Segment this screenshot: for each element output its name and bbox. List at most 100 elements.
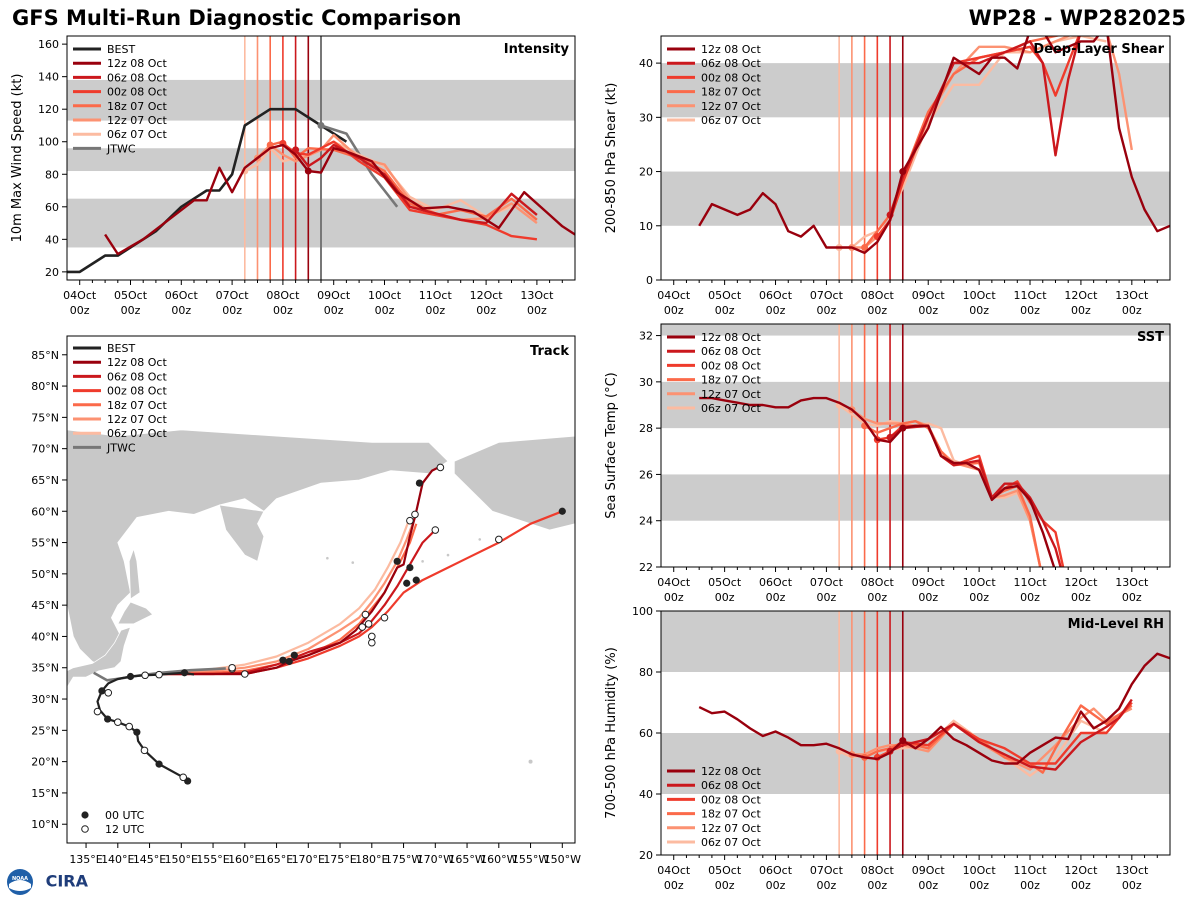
x-tick-label: 04Oct: [63, 289, 97, 302]
y-axis-label: 10m Max Wind Speed (kt): [10, 74, 25, 243]
legend-label: 12z 08 Oct: [107, 356, 167, 369]
x-tick-label: 00z: [766, 304, 786, 317]
legend-label: 06z 08 Oct: [701, 779, 761, 792]
series-line-1: [699, 396, 1056, 567]
series-line-3: [282, 140, 538, 241]
x-tick-label: 08Oct: [861, 864, 895, 877]
x-tick-label: 155°E: [196, 853, 229, 866]
x-tick-label: 09Oct: [317, 289, 351, 302]
y-tick-label: 40°N: [31, 630, 59, 643]
marker-00utc: [412, 576, 420, 584]
legend-label: 12z 08 Oct: [107, 57, 167, 70]
marker-12utc: [495, 535, 503, 544]
marker-12utc: [241, 670, 249, 678]
legend-label: BEST: [107, 342, 135, 355]
threshold-band: [661, 63, 1170, 118]
y-tick-label: 80: [45, 168, 59, 181]
y-tick-label: 85°N: [31, 349, 59, 362]
y-tick-label: 20: [639, 849, 653, 862]
marker-00utc: [133, 728, 141, 736]
legend-label: 12z 07 Oct: [107, 413, 167, 426]
x-tick-label: 00z: [969, 591, 989, 604]
kamchatka-landmass: [218, 504, 265, 562]
marker-legend-label: 00 UTC: [105, 809, 145, 822]
x-tick-label: 180°E: [355, 853, 388, 866]
marker-12utc: [140, 746, 149, 755]
x-tick-label: 00z: [70, 304, 90, 317]
marker-12utc: [431, 526, 440, 534]
cira-logo-text: CIRA: [45, 871, 88, 891]
threshold-band: [661, 474, 1170, 521]
x-tick-label: 00z: [171, 304, 191, 317]
legend-label: 00z 08 Oct: [701, 71, 761, 84]
legend-label: 00z 08 Oct: [701, 359, 761, 372]
y-tick-label: 10°N: [31, 818, 59, 831]
legend-label: 12z 07 Oct: [701, 100, 761, 113]
threshold-band: [661, 324, 1170, 336]
y-tick-label: 15°N: [31, 787, 59, 800]
x-tick-label: 135°E: [69, 853, 102, 866]
y-tick-label: 30: [639, 376, 653, 389]
legend-label: 00z 08 Oct: [107, 86, 167, 99]
legend-label: 18z 07 Oct: [107, 100, 167, 113]
x-tick-label: 00z: [324, 304, 344, 317]
legend-label: 06z 07 Oct: [701, 836, 761, 849]
x-tick-label: 00z: [476, 304, 496, 317]
init-marker: [304, 167, 312, 175]
marker-00utc: [290, 651, 298, 659]
marker-12utc: [411, 510, 419, 519]
hokkaido-landmass: [117, 601, 154, 625]
x-tick-label: 00z: [664, 591, 684, 604]
x-tick-label: 00z: [969, 304, 989, 317]
legend-label: 06z 07 Oct: [107, 128, 167, 141]
x-tick-label: 150°E: [165, 853, 198, 866]
marker-00utc: [155, 760, 163, 768]
map-group: [67, 429, 575, 785]
marker-12utc: [364, 620, 373, 628]
legend-label: BEST: [107, 43, 135, 56]
marker-00utc: [104, 715, 112, 723]
marker-12utc: [368, 638, 376, 647]
jtwc-init-marker: [317, 121, 325, 129]
marker-12utc: [358, 623, 367, 631]
x-tick-label: 00z: [1071, 591, 1091, 604]
y-tick-label: 32: [639, 330, 653, 343]
y-tick-label: 28: [639, 422, 653, 435]
aleutian-island: [351, 561, 355, 564]
y-tick-label: 26: [639, 468, 653, 481]
x-tick-label: 09Oct: [912, 289, 946, 302]
x-tick-label: 00z: [1020, 879, 1040, 892]
x-tick-label: 00z: [664, 304, 684, 317]
marker-00utc: [403, 579, 411, 587]
x-tick-label: 00z: [1071, 879, 1091, 892]
x-tick-label: 09Oct: [912, 576, 946, 589]
y-tick-label: 60: [45, 201, 59, 214]
aleutian-island: [446, 553, 450, 557]
x-tick-label: 160°E: [228, 853, 261, 866]
y-tick-label: 140: [38, 71, 59, 84]
series-group: [698, 36, 1170, 255]
x-tick-label: 05Oct: [708, 576, 742, 589]
x-tick-label: 00z: [969, 879, 989, 892]
y-tick-label: 22: [639, 561, 653, 574]
x-tick-label: 11Oct: [1014, 864, 1048, 877]
x-tick-label: 13Oct: [1115, 576, 1149, 589]
best-track-line: [96, 671, 195, 782]
series-group: [67, 107, 575, 274]
y-tick-label: 65°N: [31, 474, 59, 487]
x-tick-label: 00z: [425, 304, 445, 317]
axes-frame: [66, 335, 576, 844]
init-marker: [899, 424, 907, 432]
x-tick-label: 00z: [918, 879, 938, 892]
x-tick-label: 00z: [715, 591, 735, 604]
marker-00utc: [393, 557, 401, 565]
legend-label: 06z 07 Oct: [107, 427, 167, 440]
storm-id: WP28 - WP282025: [968, 6, 1186, 30]
x-tick-label: 12Oct: [1064, 864, 1098, 877]
marker-12utc: [93, 707, 102, 716]
x-tick-label: 10Oct: [963, 864, 997, 877]
marker-00utc: [180, 669, 189, 677]
x-tick-label: 165°E: [260, 853, 293, 866]
x-tick-label: 150°W: [544, 853, 581, 866]
legend-label: 12z 07 Oct: [701, 388, 761, 401]
